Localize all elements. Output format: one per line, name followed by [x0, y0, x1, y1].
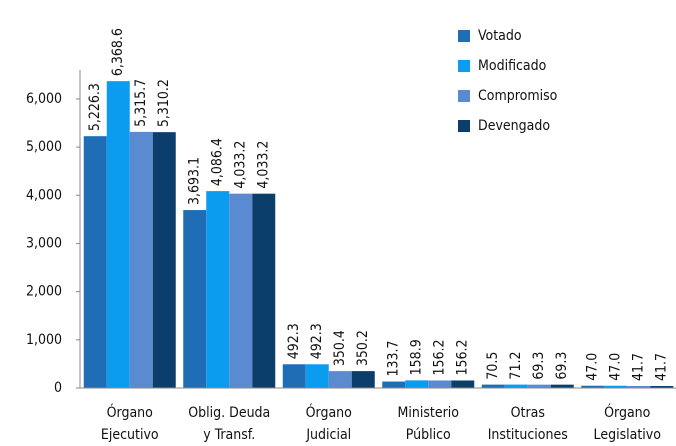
x-tick-label: Legislativo	[594, 427, 662, 443]
data-label: 133.7	[386, 341, 402, 377]
data-label: 6,368.6	[110, 28, 126, 76]
data-label: 492.3	[309, 323, 325, 359]
x-tick-label: Órgano	[306, 403, 353, 421]
data-label: 4,086.4	[210, 138, 226, 186]
data-label: 47.0	[585, 353, 601, 381]
bar	[581, 385, 605, 388]
x-tick-label: Ejecutivo	[101, 427, 159, 443]
legend-swatch	[458, 90, 470, 102]
bar	[328, 371, 352, 388]
data-label: 350.2	[355, 330, 371, 366]
data-label: 158.9	[409, 339, 425, 375]
bar	[451, 380, 475, 388]
bar	[527, 384, 551, 388]
bar	[129, 131, 153, 388]
data-label: 5,226.3	[87, 83, 103, 131]
data-label: 492.3	[286, 323, 302, 359]
bar	[351, 371, 375, 388]
data-label: 69.3	[531, 352, 547, 380]
legend-swatch	[458, 120, 470, 132]
y-tick-label: 6,000	[26, 91, 62, 107]
data-label: 47.0	[608, 353, 624, 381]
x-tick-label: Ministerio	[398, 405, 460, 421]
bar	[152, 132, 176, 388]
data-label: 69.3	[554, 352, 570, 380]
x-tick-label: Judicial	[305, 427, 351, 443]
bar	[627, 385, 651, 388]
bar	[252, 193, 276, 388]
bar	[305, 364, 329, 388]
x-tick-label: Oblig. Deuda	[188, 405, 270, 421]
x-tick-label: Otras	[511, 405, 545, 421]
bar	[428, 380, 452, 388]
bar	[183, 210, 207, 388]
y-tick-label: 3,000	[26, 235, 62, 251]
legend-label: Modificado	[478, 58, 547, 74]
bar	[481, 384, 505, 388]
legend-label: Compromiso	[478, 88, 558, 104]
bar	[405, 380, 429, 388]
x-tick-label: Órgano	[604, 403, 651, 421]
y-tick-label: 4,000	[26, 187, 62, 203]
bar	[106, 81, 130, 389]
legend-label: Devengado	[478, 118, 550, 134]
bar	[504, 384, 528, 388]
x-tick-label: Público	[406, 427, 451, 443]
data-label: 5,315.7	[133, 79, 149, 127]
data-label: 5,310.2	[156, 79, 172, 127]
data-label: 70.5	[485, 352, 501, 380]
y-tick-label: 1,000	[26, 332, 62, 348]
data-label: 3,693.1	[187, 157, 203, 205]
y-tick-label: 2,000	[26, 284, 62, 300]
data-label: 156.2	[455, 339, 471, 375]
bar	[604, 385, 628, 388]
x-tick-label: Instituciones	[488, 427, 568, 443]
data-label: 41.7	[631, 353, 647, 381]
bar	[206, 191, 230, 388]
bar	[229, 193, 253, 388]
x-tick-label: Órgano	[107, 403, 154, 421]
bar	[650, 385, 674, 388]
x-tick-label: y Transf.	[203, 427, 255, 443]
data-label: 71.2	[508, 352, 524, 380]
data-label: 41.7	[654, 353, 670, 381]
bar	[83, 136, 107, 388]
legend-swatch	[458, 30, 470, 42]
bar	[382, 381, 406, 388]
data-label: 156.2	[432, 339, 448, 375]
legend-swatch	[458, 60, 470, 72]
legend-label: Votado	[478, 28, 522, 44]
bar	[282, 364, 306, 388]
y-tick-label: 5,000	[26, 139, 62, 155]
y-tick-label: 0	[54, 380, 62, 396]
data-label: 4,033.2	[256, 141, 272, 189]
bar	[550, 384, 574, 388]
data-label: 350.4	[332, 330, 348, 366]
data-label: 4,033.2	[233, 141, 249, 189]
